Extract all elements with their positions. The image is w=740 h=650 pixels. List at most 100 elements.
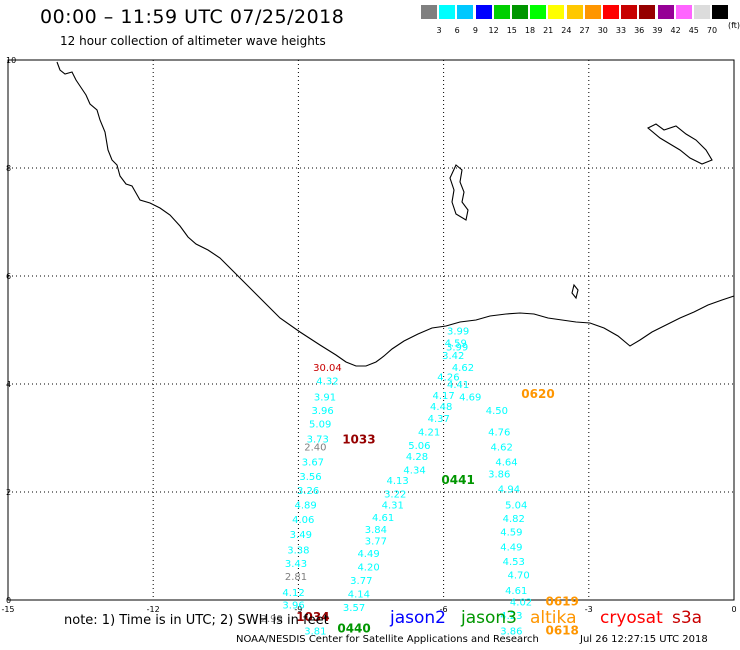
wave-height-label: 5.09 [309, 420, 331, 431]
legend-unit: (ft) [728, 21, 740, 30]
wave-height-label: 4.49 [500, 543, 522, 554]
wave-height-label: 4.37 [428, 414, 450, 425]
wave-height-label: 3.96 [311, 406, 333, 417]
pass-time-label: 0618 [545, 623, 578, 637]
axis-tick-labels: -15 -12 -9 -6 -3 0 0 2 4 6 8 10 [1, 56, 736, 614]
wave-height-label: 4.62 [491, 443, 513, 454]
wave-height-label: 3.81 [304, 626, 326, 637]
y-tick-label: 2 [6, 488, 11, 497]
wave-height-label: 4.14 [348, 590, 370, 601]
credit-text: NOAA/NESDIS Center for Satellite Applica… [236, 634, 539, 645]
wave-height-label: 3.99 [446, 342, 468, 353]
wave-height-label: 4.13 [386, 476, 408, 487]
x-tick-label: -12 [147, 605, 160, 614]
legend-swatch [493, 5, 510, 19]
legend-label: 33 [615, 26, 627, 35]
legend-swatch [712, 5, 729, 19]
wave-height-label: 3.86 [500, 626, 522, 637]
wave-height-label: 4.69 [459, 393, 481, 404]
wave-height-label: 4.32 [316, 376, 338, 387]
legend-swatch [457, 5, 474, 19]
legend-label: 36 [634, 26, 645, 35]
legend-swatch [603, 5, 619, 19]
x-tick-label: -6 [440, 605, 448, 614]
wave-height-label: 3.43 [285, 559, 307, 570]
legend-label: 39 [652, 26, 663, 35]
wave-height-label: 3.38 [287, 545, 309, 556]
small-island-coast [571, 283, 579, 300]
legend-swatch [675, 5, 692, 19]
x-tick-label: -3 [585, 605, 593, 614]
satellite-jason3-label: jason3 [461, 608, 517, 628]
legend-swatch [657, 5, 674, 19]
legend-label: 21 [543, 26, 554, 35]
wave-height-label: 3.96 [282, 600, 304, 611]
y-tick-label: 0 [6, 596, 11, 605]
wave-height-label: 2.81 [285, 572, 307, 583]
x-tick-label: -15 [1, 605, 14, 614]
pass-time-label: 0620 [521, 387, 554, 401]
legend-swatch [584, 5, 601, 19]
wave-height-label: 3.99 [447, 327, 469, 338]
wave-height-label: 4.59 [500, 528, 522, 539]
y-tick-label: 10 [6, 56, 16, 65]
wave-height-label: 3.57 [343, 603, 365, 614]
legend-label: 45 [688, 26, 699, 35]
wave-height-label: 4.76 [488, 428, 510, 439]
legend-swatch [530, 5, 547, 19]
legend-swatch [548, 5, 565, 19]
map-subtitle: 12 hour collection of altimeter wave hei… [60, 34, 326, 48]
satellite-altika-label: altika [530, 608, 577, 628]
west-africa-coastline [56, 61, 735, 367]
wave-height-label: 4.50 [486, 406, 508, 417]
x-tick-label: -9 [294, 605, 302, 614]
pass-time-label: 1033 [342, 433, 375, 447]
satellite-s3a-label: s3a [672, 608, 703, 628]
wave-height-label: 4.21 [418, 428, 440, 439]
y-tick-label: 8 [6, 164, 11, 173]
wave-height-label: 4.31 [382, 501, 404, 512]
wave-height-label: 3.67 [302, 457, 324, 468]
wave-height-label: 4.02 [510, 598, 532, 609]
wave-height-label: 3.86 [488, 470, 510, 481]
pass-time-label: 0440 [337, 622, 370, 636]
legend-swatch [439, 5, 456, 19]
wave-height-label: 30.04 [313, 363, 342, 374]
legend-swatch [694, 5, 710, 19]
generated-timestamp: Jul 26 12:27:15 UTC 2018 [580, 634, 708, 645]
observation-labels: 30.04 4.32 3.91 3.96 5.09 3.732.40 1033 3.67 3.5… [261, 327, 579, 638]
wave-height-label: 4.26 [437, 373, 459, 384]
legend-label: 6 [454, 26, 460, 35]
legend-label: 24 [561, 26, 572, 35]
wave-height-label: 4.23 [500, 611, 522, 622]
legend-swatch [639, 5, 656, 19]
wave-height-label: 3.56 [299, 472, 321, 483]
wave-height-label: 4.53 [503, 557, 525, 568]
legend-label: 9 [472, 26, 478, 35]
coastline [56, 61, 735, 367]
wave-height-label: 3.49 [290, 530, 312, 541]
wave-height-label: 3.91 [314, 393, 336, 404]
wave-height-label: 3.73 [307, 435, 329, 446]
map-title: 00:00 – 11:59 UTC 07/25/2018 [40, 6, 345, 28]
wave-height-label: 4.61 [505, 586, 527, 597]
legend-swatch [512, 5, 528, 19]
wave-height-label: 3.22 [384, 490, 406, 501]
wave-height-label: 2.40 [304, 443, 326, 454]
wave-height-label: 5.04 [505, 501, 527, 512]
wave-height-label: 4.49 [357, 549, 379, 560]
legend-label: 15 [506, 26, 517, 35]
wave-height-label: 4.28 [406, 452, 428, 463]
wave-height-label: 4.17 [432, 391, 454, 402]
legend-label: 30 [597, 26, 608, 35]
wave-height-label: 4.82 [503, 514, 525, 525]
legend-label: 18 [524, 26, 536, 35]
wave-height-label: 3.42 [442, 351, 464, 362]
wave-height-label: 4.48 [430, 402, 452, 413]
legend-label: 12 [488, 26, 499, 35]
wave-height-label: 4.20 [357, 563, 379, 574]
pass-time-label: 1034 [296, 610, 329, 624]
y-tick-label: 6 [6, 272, 11, 281]
bioko-island-coast [449, 164, 469, 221]
